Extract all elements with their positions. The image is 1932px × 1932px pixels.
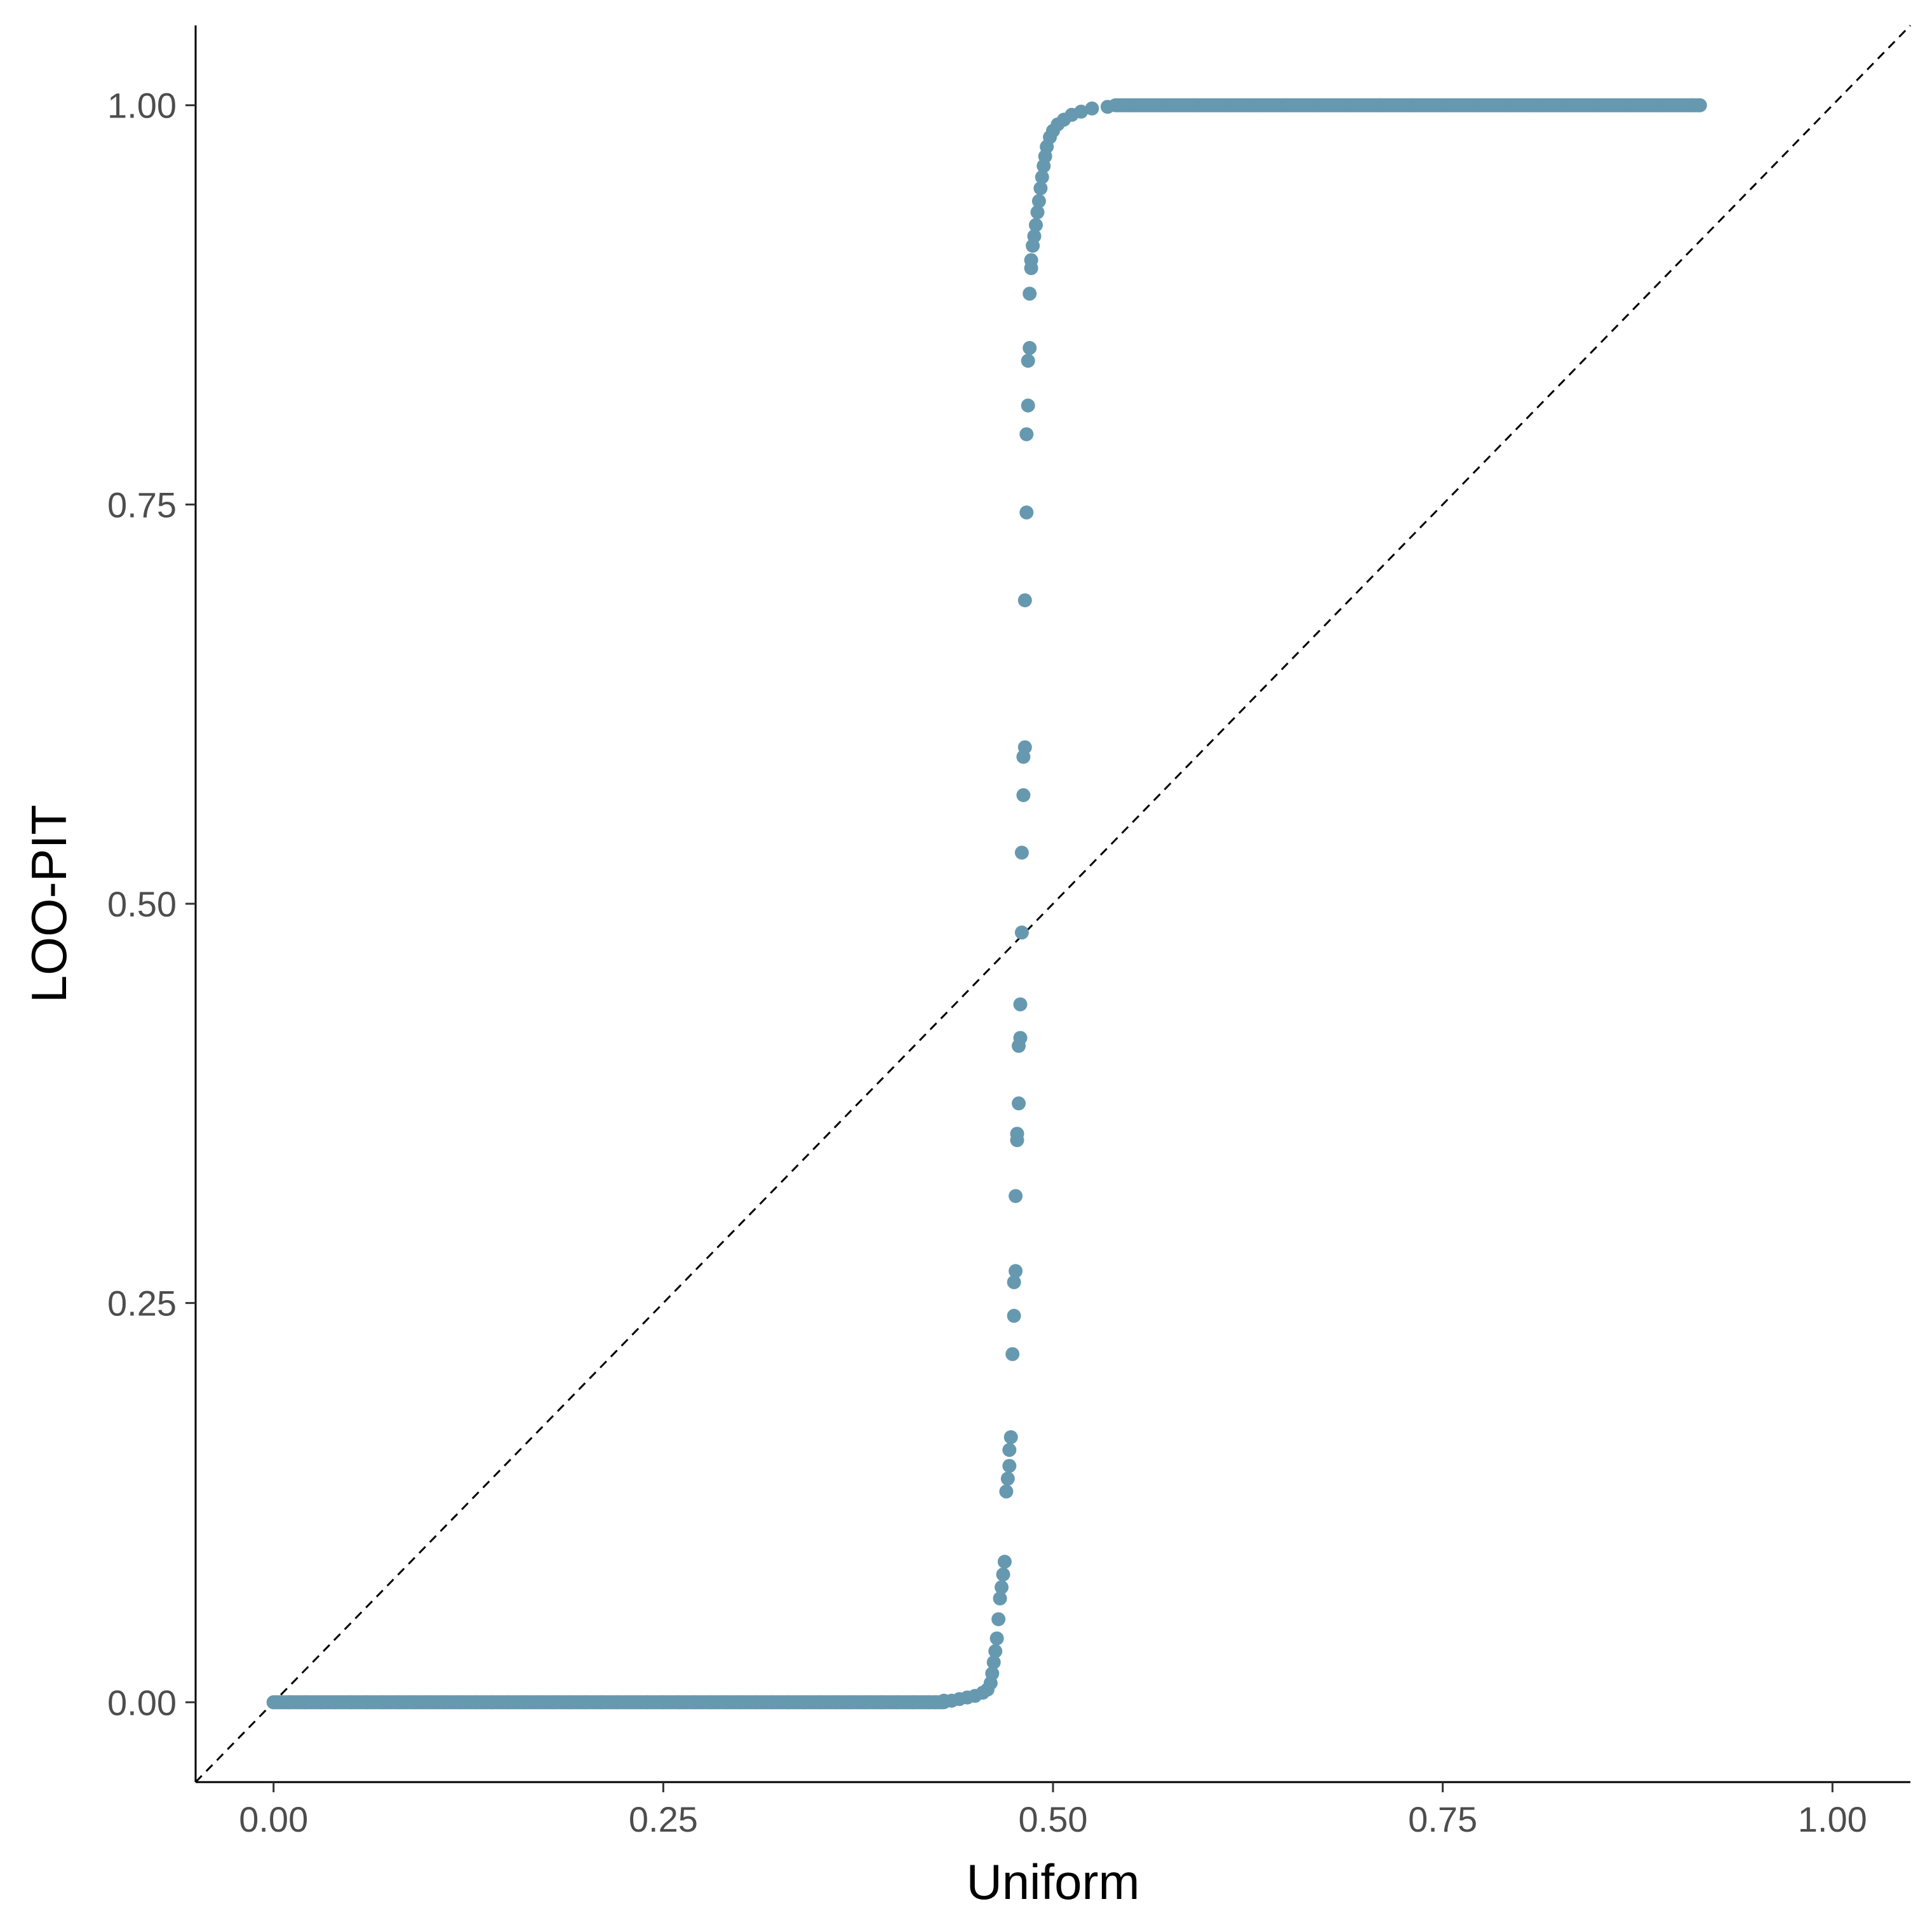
data-point bbox=[1000, 1472, 1015, 1486]
x-tick-label: 1.00 bbox=[1798, 1799, 1867, 1839]
y-tick-label: 0.25 bbox=[107, 1284, 177, 1324]
data-point bbox=[991, 1612, 1006, 1627]
data-point bbox=[1016, 788, 1031, 802]
data-point bbox=[1002, 1459, 1017, 1473]
data-point bbox=[1085, 101, 1099, 116]
data-point bbox=[1017, 740, 1032, 755]
data-point bbox=[1033, 181, 1048, 196]
data-point bbox=[997, 1555, 1012, 1569]
data-point bbox=[1014, 925, 1029, 940]
data-point bbox=[1002, 1443, 1017, 1457]
data-point bbox=[989, 1631, 1004, 1646]
data-point bbox=[1019, 427, 1034, 441]
data-point bbox=[1007, 1275, 1021, 1289]
x-axis-title: Uniform bbox=[966, 1854, 1139, 1910]
data-point bbox=[1017, 593, 1032, 608]
x-tick-label: 0.50 bbox=[1019, 1799, 1088, 1839]
data-point bbox=[1021, 354, 1035, 368]
y-axis-title: LOO-PIT bbox=[21, 805, 77, 1003]
data-point bbox=[1013, 997, 1028, 1012]
data-point bbox=[1012, 1096, 1026, 1111]
data-point bbox=[1019, 505, 1034, 520]
x-tick-label: 0.25 bbox=[629, 1799, 698, 1839]
data-point bbox=[1023, 340, 1037, 355]
data-point bbox=[1030, 205, 1045, 220]
data-point bbox=[1074, 104, 1089, 119]
data-point bbox=[1023, 286, 1037, 301]
data-point bbox=[999, 1484, 1014, 1499]
reference-line-layer bbox=[194, 24, 1912, 1783]
identity-reference-line bbox=[194, 24, 1912, 1783]
data-point bbox=[1014, 845, 1029, 860]
data-point bbox=[993, 1591, 1007, 1606]
data-point bbox=[1009, 1189, 1023, 1204]
data-point bbox=[1007, 1308, 1021, 1323]
data-point bbox=[1005, 1347, 1020, 1362]
data-point bbox=[1013, 1031, 1028, 1045]
data-point bbox=[1029, 218, 1043, 232]
data-point bbox=[1010, 1127, 1024, 1141]
points-layer bbox=[266, 98, 1707, 1710]
data-point bbox=[986, 1655, 1001, 1670]
data-point bbox=[1021, 398, 1035, 413]
data-point bbox=[1027, 229, 1042, 243]
data-point bbox=[988, 1644, 1003, 1658]
y-ticks-layer: 0.00 0.25 0.50 0.75 1.00 bbox=[107, 86, 196, 1722]
x-tick-label: 0.00 bbox=[239, 1799, 308, 1839]
x-ticks-layer: 0.00 0.25 0.50 0.75 1.00 bbox=[239, 1782, 1867, 1839]
data-point bbox=[1003, 1430, 1018, 1444]
y-tick-label: 1.00 bbox=[107, 86, 177, 126]
data-point bbox=[1031, 194, 1046, 208]
data-point bbox=[1024, 253, 1038, 267]
data-point bbox=[1035, 170, 1049, 184]
y-tick-label: 0.00 bbox=[107, 1682, 177, 1722]
y-tick-label: 0.50 bbox=[107, 884, 177, 924]
data-point bbox=[995, 1580, 1009, 1595]
x-tick-label: 0.75 bbox=[1408, 1799, 1477, 1839]
data-point bbox=[996, 1567, 1010, 1582]
y-tick-label: 0.75 bbox=[107, 485, 177, 525]
data-point bbox=[985, 1667, 1000, 1680]
data-point bbox=[1009, 1264, 1023, 1278]
